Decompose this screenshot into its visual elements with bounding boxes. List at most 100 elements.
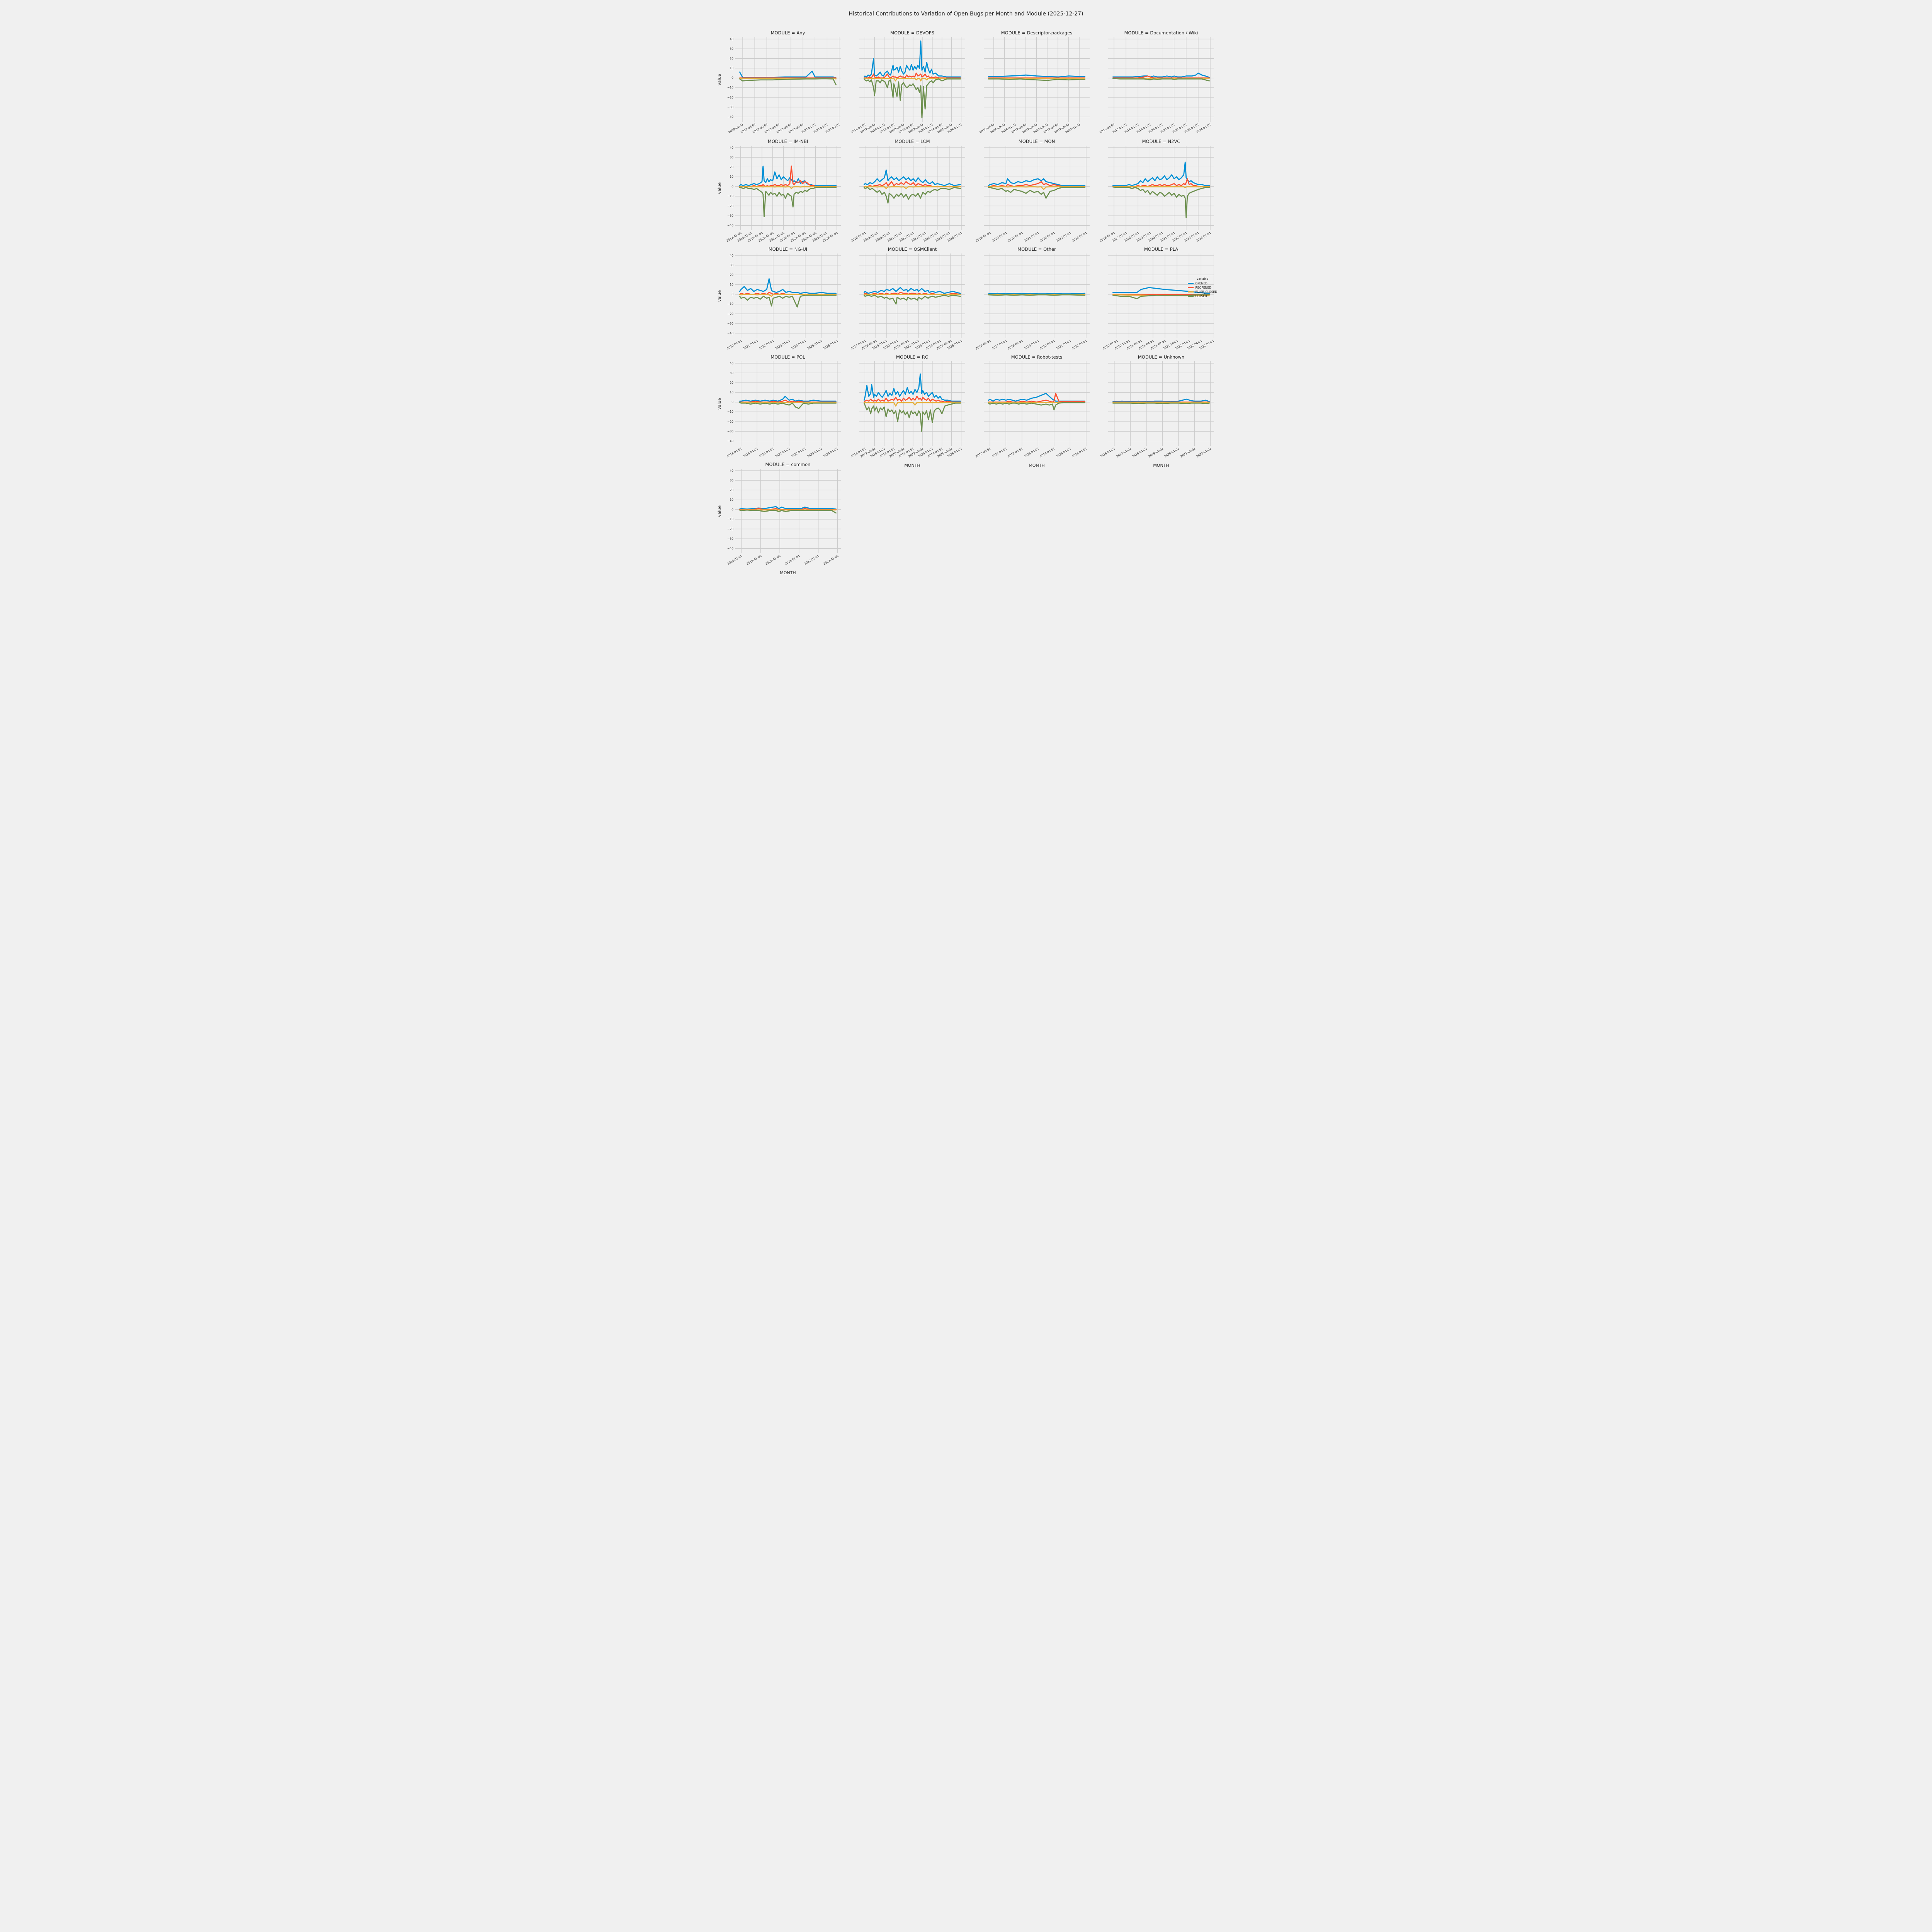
x-axis-tick-label: 2018-01-01 [726, 447, 743, 458]
facet-title: MODULE = POL [770, 354, 805, 360]
x-axis-tick-label: 2020-01-01 [726, 339, 743, 350]
x-axis-tick-label: 2020-01-01 [765, 554, 782, 566]
plot-area [1108, 146, 1214, 230]
facet-title: MODULE = Robot-tests [1011, 354, 1063, 360]
legend-entry-false-closed: FALSE_CLOSED [1188, 290, 1217, 294]
facet-n2vc: MODULE = N2VC 2016-01-01 2017-01-01 2018-01… [1099, 139, 1214, 243]
x-axis-tick-label: 2024-01-01 [790, 339, 807, 350]
x-axis-tick-label: 2022-01-01 [1071, 339, 1088, 350]
y-axis-tick-label: −10 [727, 517, 733, 521]
legend-entry-label: OPENED [1195, 282, 1208, 285]
series-line-opened [864, 287, 961, 294]
x-axis-tick-label: 2017-01-01 [991, 339, 1008, 350]
x-axis-tick-label: 2020-01-01 [1163, 447, 1180, 458]
y-axis-tick-label: −40 [727, 223, 733, 227]
plot-area [1108, 37, 1214, 122]
x-axis-tick-label: 2022-01-01 [803, 554, 820, 566]
x-axis-tick-label: 2022-01-01 [1039, 231, 1056, 243]
x-axis-tick-label: 2024-01-01 [822, 447, 839, 458]
legend-entry-label: CLOSED [1195, 294, 1207, 298]
series-line-opened [988, 293, 1085, 294]
series-line-closed [864, 294, 961, 305]
figure-title: Historical Contributions to Variation of… [849, 11, 1083, 17]
y-axis-tick-label: 40 [730, 37, 733, 41]
x-axis-tick-label: 2026-01-01 [822, 339, 839, 350]
y-axis-tick-label: 20 [730, 488, 733, 492]
series-line-false-closed [988, 186, 1085, 190]
legend-swatch-false-closed-icon [1188, 291, 1194, 293]
y-axis-tick-label: 0 [731, 185, 733, 189]
x-axis-tick-label: 2021-01-01 [742, 339, 759, 350]
series-line-closed [988, 402, 1085, 411]
x-axis-tick-label: 2016-01-01 [1099, 447, 1116, 458]
y-axis-tick-label: 10 [730, 391, 733, 395]
facet-title: MODULE = Other [1017, 247, 1056, 252]
y-axis-tick-label: 0 [731, 400, 733, 404]
x-axis-tick-label: 2023-01-01 [1055, 231, 1072, 243]
x-axis-label: MONTH [780, 570, 796, 575]
y-axis-tick-label: 40 [730, 469, 733, 473]
plot-area [859, 146, 965, 230]
x-axis-tick-label: 2019-01-01 [1148, 447, 1164, 458]
y-axis-tick-label: 30 [730, 478, 733, 482]
x-axis-tick-label: 2023-01-01 [1023, 447, 1040, 458]
facet-pla: MODULE = PLA 2020-07-01 2020-10-01 2021-01-… [1102, 247, 1217, 350]
y-axis-tick-label: 30 [730, 371, 733, 375]
y-axis-tick-label: −10 [727, 410, 733, 414]
series-line-opened [739, 396, 837, 402]
x-axis-tick-label: 2020-01-01 [1039, 339, 1056, 350]
x-axis-label: MONTH [1029, 463, 1045, 468]
legend-swatch-opened-icon [1188, 283, 1194, 284]
y-axis-tick-label: −30 [727, 429, 733, 433]
x-axis-tick-label: 2022-01-01 [1007, 447, 1024, 458]
plot-area [735, 37, 841, 122]
plot-background [984, 253, 1090, 338]
series-line-false-closed [864, 186, 961, 189]
plot-area [735, 253, 841, 338]
facet-common: MODULE = common 40 30 20 10 0 −10 −20 −30 −40 valu… [717, 462, 841, 575]
series-line-opened [864, 169, 961, 186]
facet-title: MODULE = Any [770, 30, 805, 36]
y-axis-tick-label: 40 [730, 253, 733, 257]
y-axis-tick-label: 20 [730, 381, 733, 384]
facet-ng-ui: MODULE = NG-UI 40 30 20 10 0 −10 −20 −30 −40 value… [717, 247, 841, 350]
series-line-opened [988, 74, 1085, 78]
legend-entry-reopened: REOPENED [1188, 286, 1217, 290]
facet-title: MODULE = N2VC [1142, 139, 1180, 144]
y-axis-tick-label: −10 [727, 194, 733, 198]
x-axis-tick-label: 2023-01-01 [774, 339, 791, 350]
series-line-closed [864, 402, 961, 432]
y-axis-label: value [717, 505, 722, 517]
y-axis-tick-label: −30 [727, 537, 733, 541]
x-axis-tick-label: 2017-01-01 [1116, 447, 1132, 458]
legend-title: variable [1197, 277, 1209, 281]
x-axis-tick-label: 2019-01-01 [746, 554, 762, 566]
y-axis-label: value [717, 73, 722, 85]
legend-entry-opened: OPENED [1188, 281, 1217, 286]
plot-area [984, 37, 1090, 122]
y-axis-tick-label: 10 [730, 175, 733, 179]
series-line-false-closed [739, 294, 837, 297]
y-axis-tick-label: −40 [727, 115, 733, 119]
series-line-closed [739, 294, 837, 308]
y-axis-tick-label: −20 [727, 204, 733, 208]
y-axis-tick-label: −10 [727, 86, 733, 90]
series-line-closed [1112, 186, 1210, 218]
x-axis-tick-label: 2021-01-01 [774, 447, 791, 458]
plot-area [984, 361, 1090, 446]
series-line-reopened [864, 396, 961, 403]
x-axis-tick-label: 2019-01-01 [991, 231, 1008, 243]
plot-area [1108, 253, 1214, 338]
x-axis-tick-label: 2023-01-01 [823, 554, 839, 566]
series-line-closed [739, 402, 837, 409]
series-line-opened [739, 278, 837, 294]
figure: Historical Contributions to Variation of… [714, 0, 1218, 580]
series-line-closed [1112, 78, 1210, 82]
x-axis-tick-label: 2022-01-01 [758, 339, 775, 350]
facet-title: MODULE = LCM [895, 139, 930, 144]
facet-title: MODULE = OSMClient [888, 247, 937, 252]
x-axis-tick-label: 2019-01-01 [742, 447, 759, 458]
series-line-closed [739, 78, 837, 85]
facet-title: MODULE = Descriptor-packages [1001, 30, 1073, 36]
plot-area [984, 253, 1090, 338]
